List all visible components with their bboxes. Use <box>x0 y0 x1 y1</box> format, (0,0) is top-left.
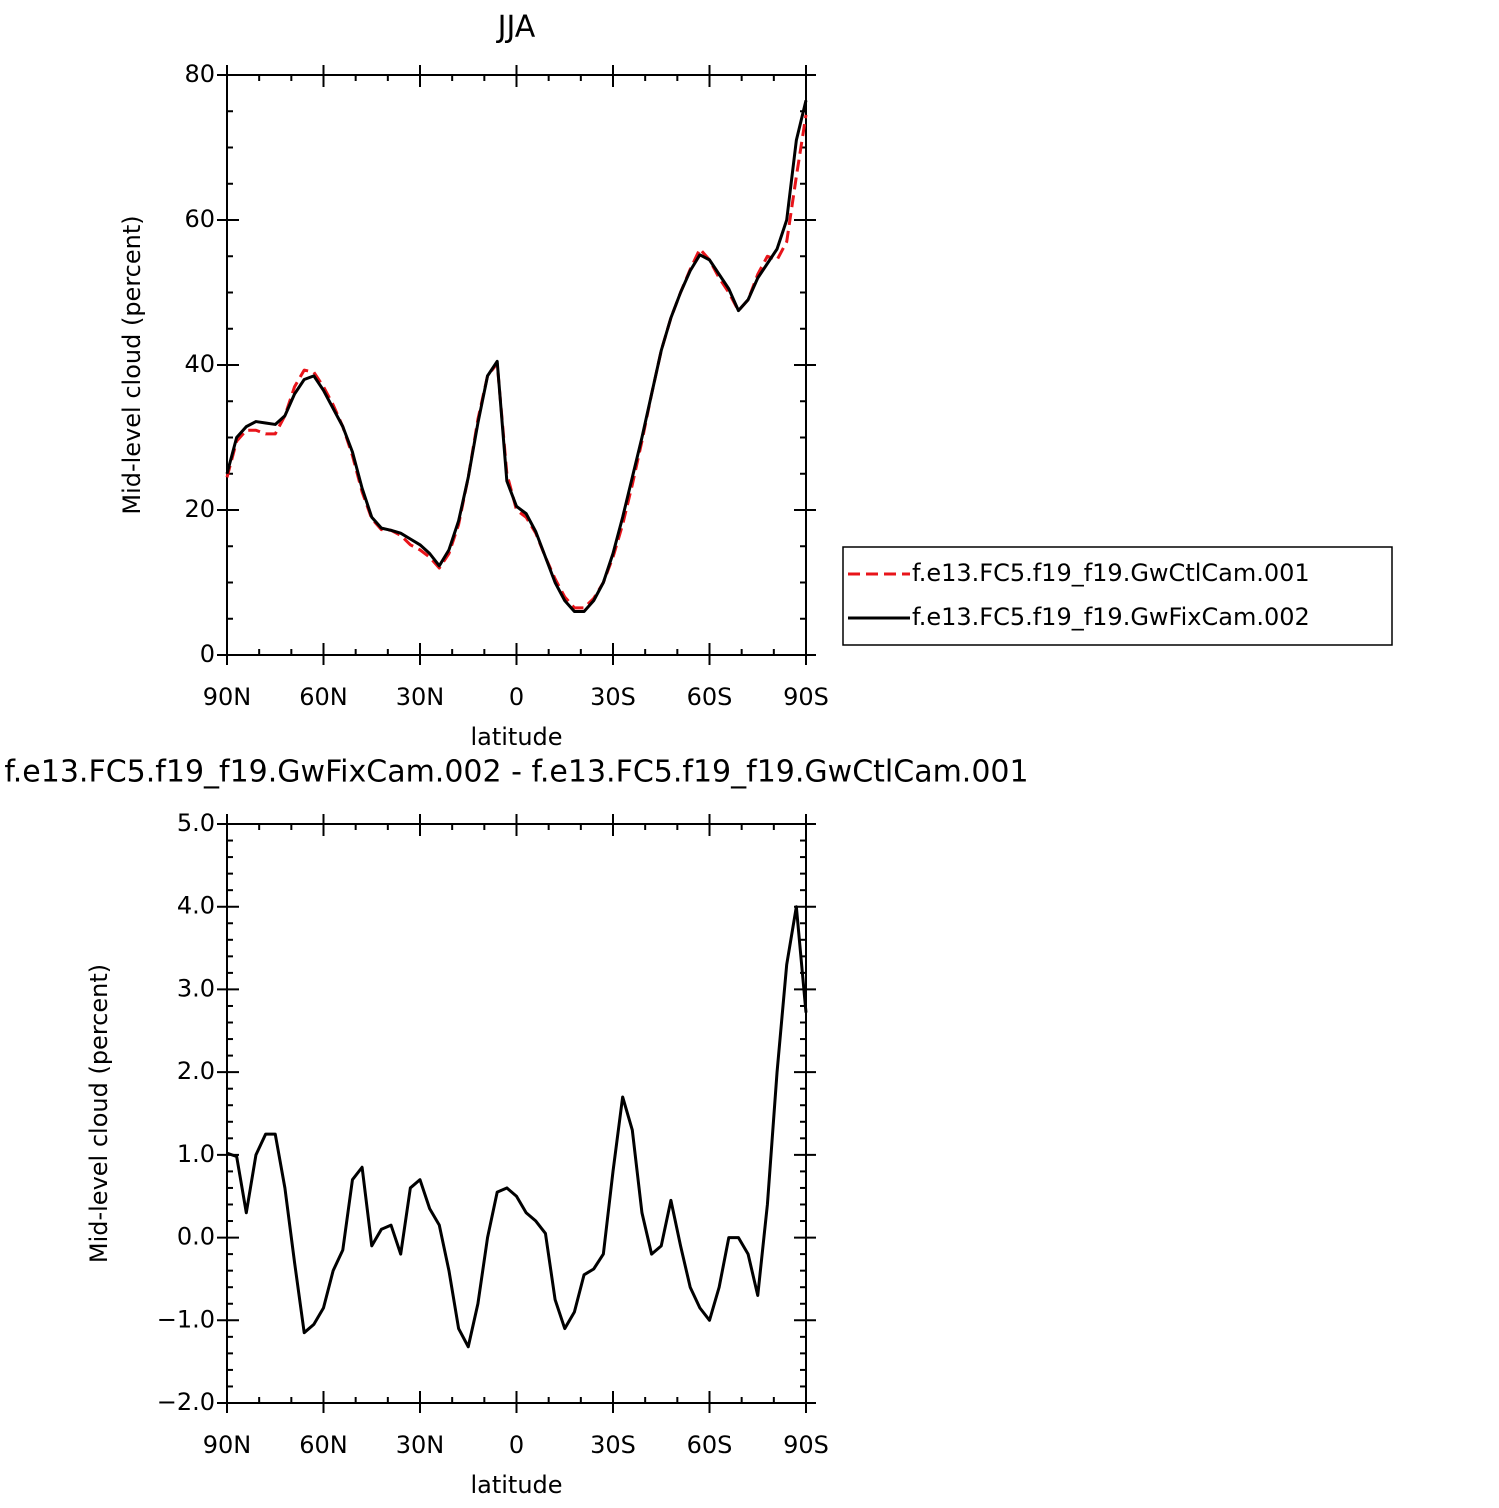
x-tick-label: 60S <box>687 683 733 711</box>
series-line <box>226 905 808 1349</box>
y-tick-label: 20 <box>184 495 215 523</box>
chart-title: f.e13.FC5.f19_f19.GwFixCam.002 - f.e13.F… <box>4 755 1028 790</box>
y-tick-label: −2.0 <box>157 1388 215 1416</box>
y-tick-label: 4.0 <box>177 892 215 920</box>
legend-label: f.e13.FC5.f19_f19.GwFixCam.002 <box>912 603 1310 631</box>
y-axis-label: Mid-level cloud (percent) <box>118 215 146 514</box>
x-axis-label: latitude <box>470 1471 562 1499</box>
x-tick-label: 30N <box>396 683 445 711</box>
chart-title: JJA <box>496 10 536 45</box>
legend-label: f.e13.FC5.f19_f19.GwCtlCam.001 <box>912 559 1310 587</box>
x-tick-label: 90S <box>783 1431 829 1459</box>
y-axis-label: Mid-level cloud (percent) <box>85 964 113 1263</box>
y-tick-label: 40 <box>184 350 215 378</box>
x-tick-label: 30S <box>590 683 636 711</box>
series-line <box>225 100 808 613</box>
x-tick-label: 30N <box>396 1431 445 1459</box>
x-tick-label: 90S <box>783 683 829 711</box>
y-tick-label: −1.0 <box>157 1305 215 1333</box>
x-tick-label: 60N <box>299 1431 348 1459</box>
x-tick-label: 90N <box>203 1431 252 1459</box>
series-line <box>225 114 808 610</box>
y-tick-label: 2.0 <box>177 1057 215 1085</box>
y-tick-label: 3.0 <box>177 974 215 1002</box>
x-tick-label: 30S <box>590 1431 636 1459</box>
y-tick-label: 5.0 <box>177 809 215 837</box>
y-tick-label: 0 <box>200 640 215 668</box>
y-tick-label: 1.0 <box>177 1140 215 1168</box>
x-tick-label: 60N <box>299 683 348 711</box>
plot-frame <box>226 74 807 656</box>
x-axis-label: latitude <box>470 723 562 751</box>
x-tick-label: 0 <box>509 683 524 711</box>
plot-frame <box>226 823 807 1404</box>
x-tick-label: 60S <box>687 1431 733 1459</box>
x-tick-label: 0 <box>509 1431 524 1459</box>
y-tick-label: 0.0 <box>177 1223 215 1251</box>
x-tick-label: 90N <box>203 683 252 711</box>
legend-box <box>842 546 1393 646</box>
y-tick-label: 80 <box>184 60 215 88</box>
y-tick-label: 60 <box>184 205 215 233</box>
